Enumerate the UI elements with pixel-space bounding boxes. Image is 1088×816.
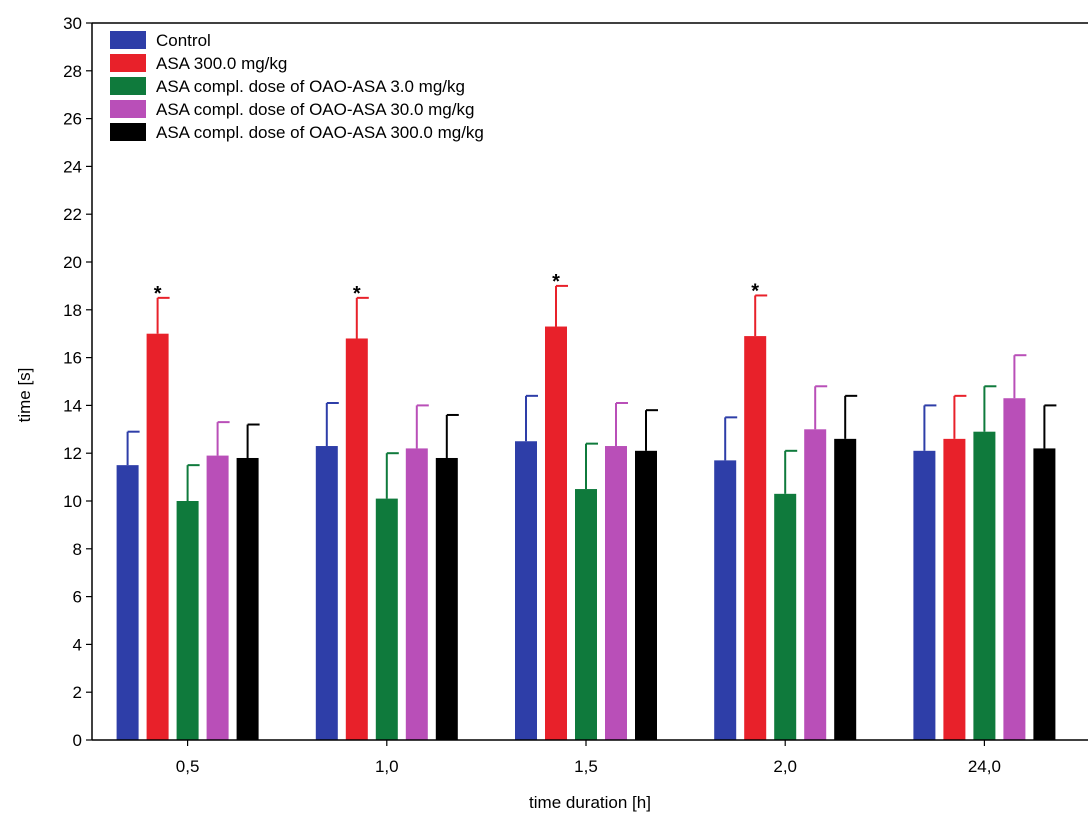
bar xyxy=(913,450,936,740)
bar xyxy=(635,450,657,740)
y-tick-label: 8 xyxy=(73,540,82,559)
legend-swatch xyxy=(110,31,146,49)
y-tick-label: 14 xyxy=(63,396,82,415)
y-tick-label: 10 xyxy=(63,492,82,511)
bar xyxy=(116,465,139,740)
x-tick-label: 24,0 xyxy=(968,757,1001,776)
bar xyxy=(545,326,567,740)
y-tick-label: 26 xyxy=(63,110,82,129)
bar xyxy=(605,446,627,740)
bar xyxy=(206,455,229,740)
y-tick-label: 28 xyxy=(63,62,82,81)
bar xyxy=(744,336,767,740)
bar xyxy=(515,441,537,740)
x-axis-title: time duration [h] xyxy=(529,793,651,812)
bar xyxy=(973,431,996,740)
legend-label: ASA compl. dose of OAO-ASA 30.0 mg/kg xyxy=(156,100,474,119)
y-axis-title: time [s] xyxy=(15,368,34,423)
legend: Control ASA 300.0 mg/kg ASA compl. dose of… xyxy=(110,31,484,142)
y-tick-label: 2 xyxy=(73,683,82,702)
legend-swatch xyxy=(110,100,146,118)
significance-marker: * xyxy=(154,283,162,305)
y-tick-label: 18 xyxy=(63,301,82,320)
legend-swatch xyxy=(110,54,146,72)
y-tick-label: 12 xyxy=(63,444,82,463)
bar xyxy=(146,333,169,740)
bar xyxy=(315,446,338,740)
x-tick-label: 2,0 xyxy=(773,757,797,776)
bar xyxy=(345,338,368,740)
bar xyxy=(405,448,428,740)
bar xyxy=(943,438,966,740)
legend-label: ASA 300.0 mg/kg xyxy=(156,54,287,73)
significance-marker: * xyxy=(552,271,560,293)
significance-marker: * xyxy=(353,283,361,305)
bar xyxy=(375,498,398,740)
legend-swatch xyxy=(110,77,146,95)
y-tick-label: 24 xyxy=(63,157,82,176)
bar xyxy=(714,460,737,740)
bar xyxy=(176,501,199,740)
bar xyxy=(1033,448,1056,740)
y-tick-label: 16 xyxy=(63,349,82,368)
y-tick-label: 4 xyxy=(73,635,82,654)
legend-label: ASA compl. dose of OAO-ASA 3.0 mg/kg xyxy=(156,77,465,96)
x-tick-label: 1,0 xyxy=(375,757,399,776)
significance-marker: * xyxy=(751,280,759,302)
legend-label: Control xyxy=(156,31,211,50)
bars-layer: * * * * xyxy=(116,271,1057,740)
y-tick-label: 22 xyxy=(63,205,82,224)
y-tick-label: 0 xyxy=(73,731,82,750)
bar xyxy=(435,457,458,740)
bar xyxy=(774,493,797,740)
legend-label: ASA compl. dose of OAO-ASA 300.0 mg/kg xyxy=(156,123,484,142)
bar xyxy=(236,457,259,740)
y-tick-label: 20 xyxy=(63,253,82,272)
x-tick-label: 0,5 xyxy=(176,757,200,776)
bar xyxy=(1003,398,1026,740)
y-tick-label: 6 xyxy=(73,588,82,607)
x-tick-label: 1,5 xyxy=(574,757,598,776)
bar xyxy=(834,438,857,740)
legend-swatch xyxy=(110,123,146,141)
bar xyxy=(575,489,597,740)
bar xyxy=(804,429,827,740)
y-tick-label: 30 xyxy=(63,14,82,33)
